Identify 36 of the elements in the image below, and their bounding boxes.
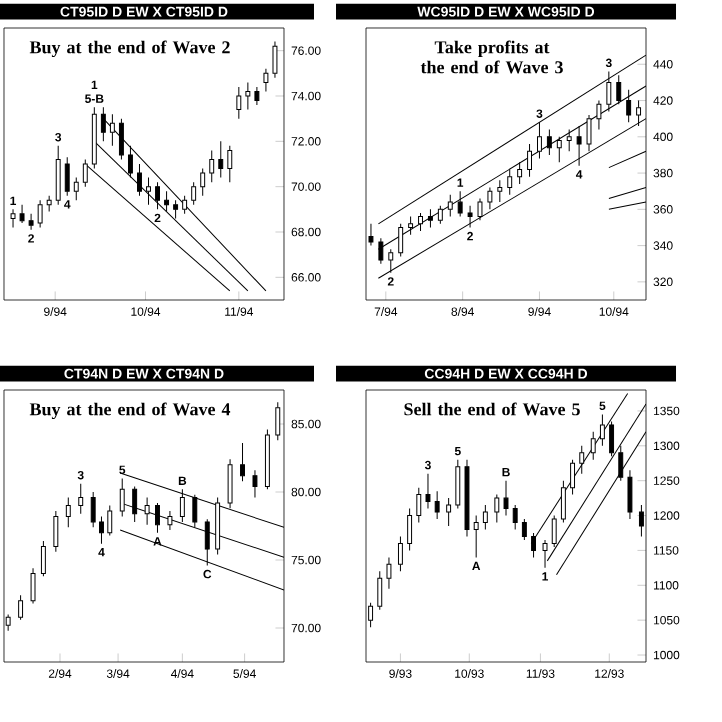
- candlestick: [164, 190, 170, 213]
- candlestick: [386, 556, 392, 590]
- candlestick: [576, 125, 582, 167]
- candlestick: [425, 473, 431, 510]
- candlestick: [609, 420, 615, 457]
- text: Buy at the end of Wave 2: [29, 40, 230, 58]
- candlestick: [596, 100, 602, 131]
- candlestick: [464, 459, 470, 537]
- candlestick: [30, 567, 36, 605]
- candlestick: [487, 187, 493, 210]
- text: Take profits at the end of Wave 3: [420, 40, 563, 74]
- candlestick: [78, 483, 84, 515]
- candlestick: [627, 469, 633, 520]
- candlestick: [53, 510, 59, 553]
- candlestick: [497, 179, 503, 203]
- candlestick: [254, 86, 260, 106]
- candlestick: [377, 570, 383, 611]
- candlestick: [599, 413, 605, 447]
- candlestick: [467, 205, 473, 228]
- candlestick: [477, 197, 483, 221]
- candlestick: [245, 81, 251, 111]
- text: Sell the end of Wave 5: [404, 402, 580, 416]
- candlestick: [167, 510, 173, 531]
- candlestick: [252, 469, 258, 498]
- candlestick: [507, 168, 513, 196]
- text: Buy at the end of Wave 4: [29, 402, 231, 420]
- candlestick: [37, 199, 43, 228]
- candlestick: [517, 161, 523, 185]
- candlestick: [527, 143, 532, 178]
- candlestick: [65, 496, 71, 528]
- candlestick: [521, 518, 527, 541]
- candlestick: [503, 480, 509, 517]
- candlestick: [537, 121, 542, 160]
- candlestick: [570, 459, 576, 496]
- candlestick: [240, 442, 245, 482]
- candlestick: [218, 140, 224, 179]
